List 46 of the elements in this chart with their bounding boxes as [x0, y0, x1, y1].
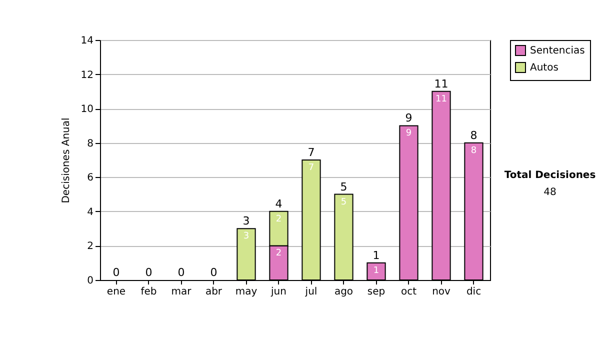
x-tick-label: dic [466, 286, 482, 298]
y-tick-label: 0 [87, 276, 94, 286]
data-label: 9 [406, 128, 412, 139]
x-tick-label: may [235, 286, 258, 298]
x-tick-label: ago [334, 286, 354, 298]
text: 0 [145, 266, 152, 279]
legend-label: Sentencias [530, 46, 585, 56]
data-label: 11 [436, 94, 447, 104]
y-tick-label: 14 [80, 36, 94, 46]
text: 0 [178, 266, 185, 279]
total-label: 4 [275, 197, 282, 210]
total-label: 7 [308, 146, 315, 159]
total-label: 1 [372, 248, 380, 262]
y-tick-label: 10 [80, 104, 94, 116]
x-tick-label: jul [304, 286, 318, 298]
x-tick-label: oct [400, 286, 417, 298]
total-label: 8 [470, 128, 478, 142]
data-label: 1 [373, 266, 380, 276]
total-label: 9 [405, 112, 412, 125]
x-tick-label: jun [270, 286, 286, 298]
data-label: 8 [470, 146, 477, 156]
text: 0 [210, 266, 218, 279]
data-label: 5 [340, 197, 347, 208]
y-tick-label: 4 [87, 206, 94, 218]
data-label: 3 [243, 232, 250, 242]
x-tick-label: sep [367, 286, 386, 298]
x-tick-label: nov [432, 286, 451, 298]
total-label: 3 [242, 214, 250, 228]
x-tick-label: mar [171, 286, 192, 298]
x-tick-label: ene [106, 286, 126, 298]
y-tick-label: 6 [87, 172, 94, 184]
data-label: 7 [308, 163, 314, 173]
total-label: 5 [340, 180, 348, 194]
y-tick-label: 2 [87, 241, 94, 252]
text: Total Decisiones [503, 170, 597, 181]
x-tick-label: feb [140, 286, 157, 298]
text: 48 [542, 187, 558, 198]
total-label: 11 [434, 77, 448, 90]
data-label: 2 [276, 248, 282, 259]
x-tick-label: abr [205, 286, 223, 298]
y-axis-title: Decisiones Anual [60, 118, 72, 204]
y-tick-label: 8 [87, 138, 94, 150]
legend-label: Autos [530, 62, 558, 74]
y-tick-label: 12 [80, 70, 94, 81]
text: 0 [112, 266, 120, 279]
data-label: 2 [276, 214, 282, 224]
